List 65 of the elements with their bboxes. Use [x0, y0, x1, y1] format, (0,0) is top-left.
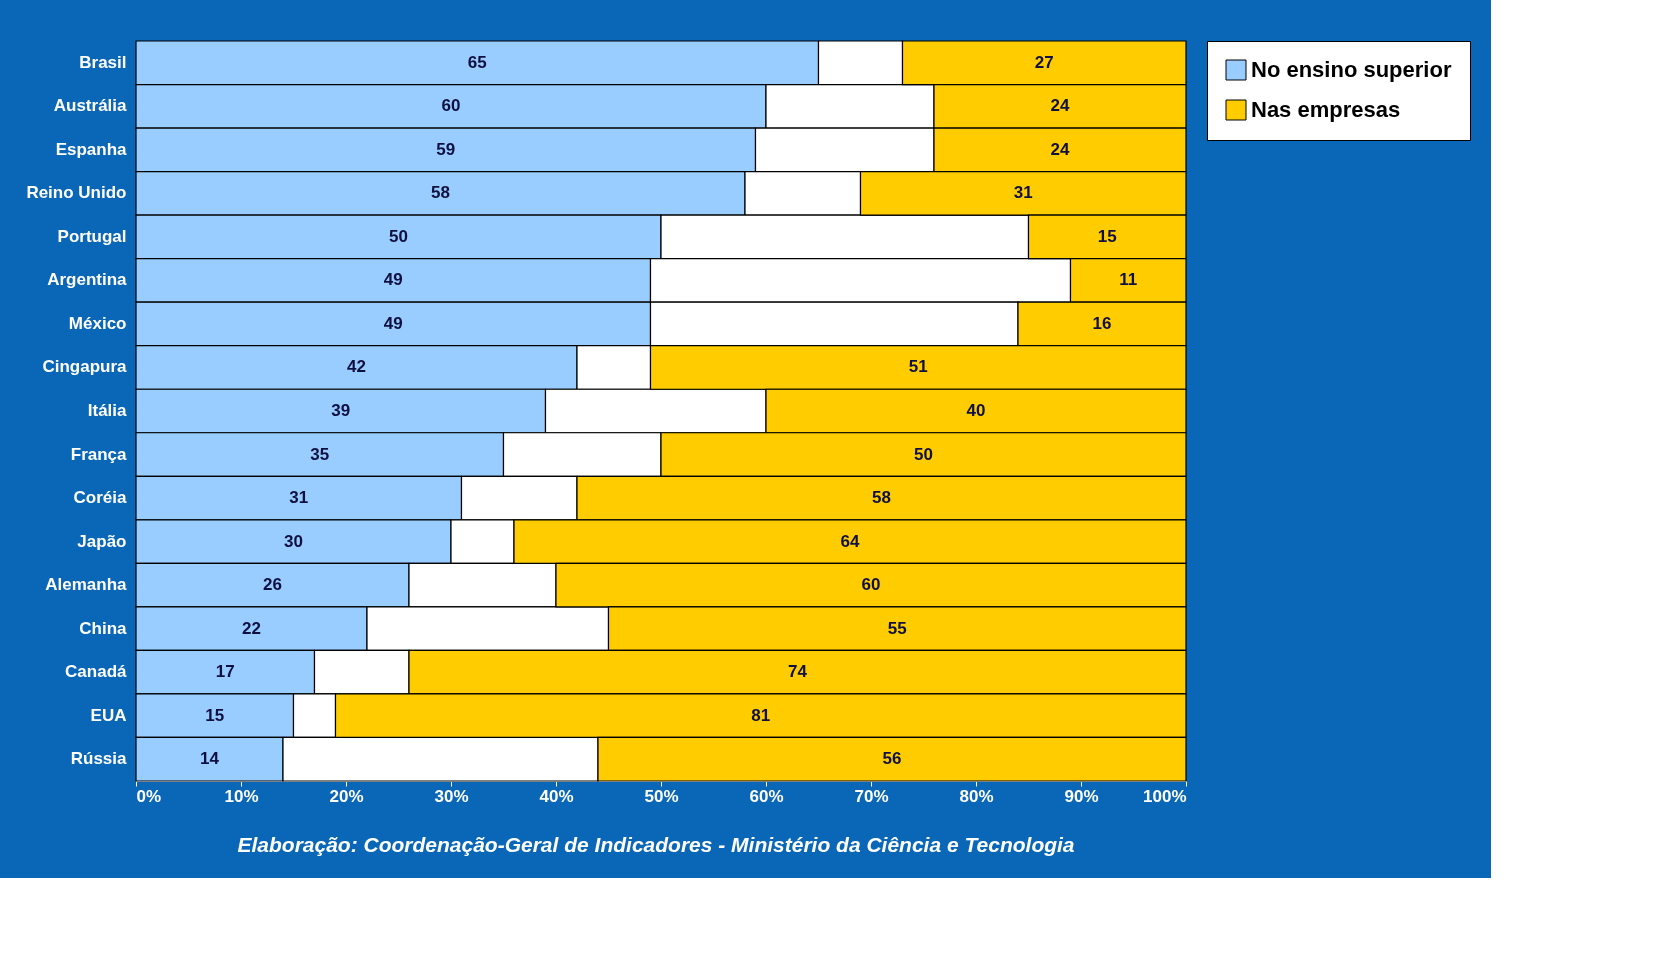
x-tick-label: 60%: [749, 786, 784, 806]
data-label: 65: [467, 52, 487, 72]
data-label: 55: [887, 618, 907, 638]
data-label: 16: [1092, 313, 1112, 333]
y-tick-label: Portugal: [57, 226, 127, 246]
data-label: 42: [347, 357, 366, 377]
y-tick-label: Reino Unido: [26, 183, 127, 203]
data-label: 22: [242, 618, 261, 638]
data-label: 39: [331, 401, 351, 420]
data-label: 24: [1050, 96, 1070, 116]
data-label: 56: [882, 749, 902, 769]
x-tick-label: 0%: [136, 786, 162, 806]
x-tick-label: 50%: [644, 786, 679, 806]
y-tick-label: Austrália: [53, 96, 128, 116]
data-label: 58: [872, 488, 891, 508]
data-label: 50: [389, 226, 408, 246]
data-label: 64: [840, 531, 860, 551]
y-tick-label: Alemanha: [45, 575, 128, 595]
data-label: 74: [788, 662, 808, 682]
x-tick-label: 30%: [434, 786, 469, 806]
x-tick-label: 90%: [1064, 786, 1099, 806]
data-label: 15: [1097, 226, 1117, 246]
data-label: 27: [1034, 52, 1054, 72]
data-label: 30: [284, 531, 303, 551]
data-label: 31: [289, 488, 309, 508]
legend-label: Nas empresas: [1251, 97, 1401, 122]
x-tick-label: 80%: [959, 786, 994, 806]
y-tick-label: EUA: [90, 705, 127, 725]
x-tick-label: 70%: [854, 786, 889, 806]
data-label: 35: [310, 444, 330, 464]
y-tick-label: México: [68, 313, 127, 333]
y-tick-label: França: [70, 444, 128, 464]
data-label: 26: [263, 575, 282, 595]
data-label: 50: [914, 444, 933, 464]
data-label: 49: [383, 270, 403, 290]
data-label: 60: [861, 575, 881, 595]
data-label: 17: [215, 662, 235, 682]
y-tick-label: China: [79, 618, 128, 638]
data-label: 11: [1119, 270, 1138, 290]
x-tick-label: 40%: [539, 786, 574, 806]
text: Elaboração: Coordenação-Geral de Indicadores - Ministério da Ciência e Tecnologia: [237, 833, 1075, 856]
x-tick-label: 10%: [224, 786, 259, 806]
data-label: 49: [383, 313, 403, 333]
data-label: 60: [441, 96, 461, 116]
data-label: 58: [431, 183, 450, 203]
x-tick-label: 100%: [1143, 786, 1187, 806]
y-tick-label: Espanha: [55, 139, 128, 159]
x-tick-label: 20%: [329, 786, 364, 806]
y-tick-label: Canadá: [65, 662, 128, 682]
y-tick-label: Japão: [77, 531, 127, 551]
y-tick-label: Brasil: [79, 52, 127, 72]
y-tick-label: Coréia: [73, 488, 128, 508]
data-label: 15: [205, 705, 225, 725]
y-tick-label: Argentina: [47, 270, 128, 290]
data-label: 14: [200, 749, 220, 769]
data-label: 24: [1050, 139, 1070, 159]
data-label: 40: [966, 401, 986, 420]
y-tick-label: Cingapura: [42, 357, 128, 377]
data-label: 59: [436, 139, 456, 159]
y-tick-label: Itália: [87, 401, 128, 420]
y-tick-label: Rússia: [70, 749, 128, 769]
data-label: 31: [1013, 183, 1033, 203]
data-label: 81: [751, 705, 771, 725]
legend-label: No ensino superior: [1251, 57, 1452, 82]
data-label: 51: [908, 357, 928, 377]
